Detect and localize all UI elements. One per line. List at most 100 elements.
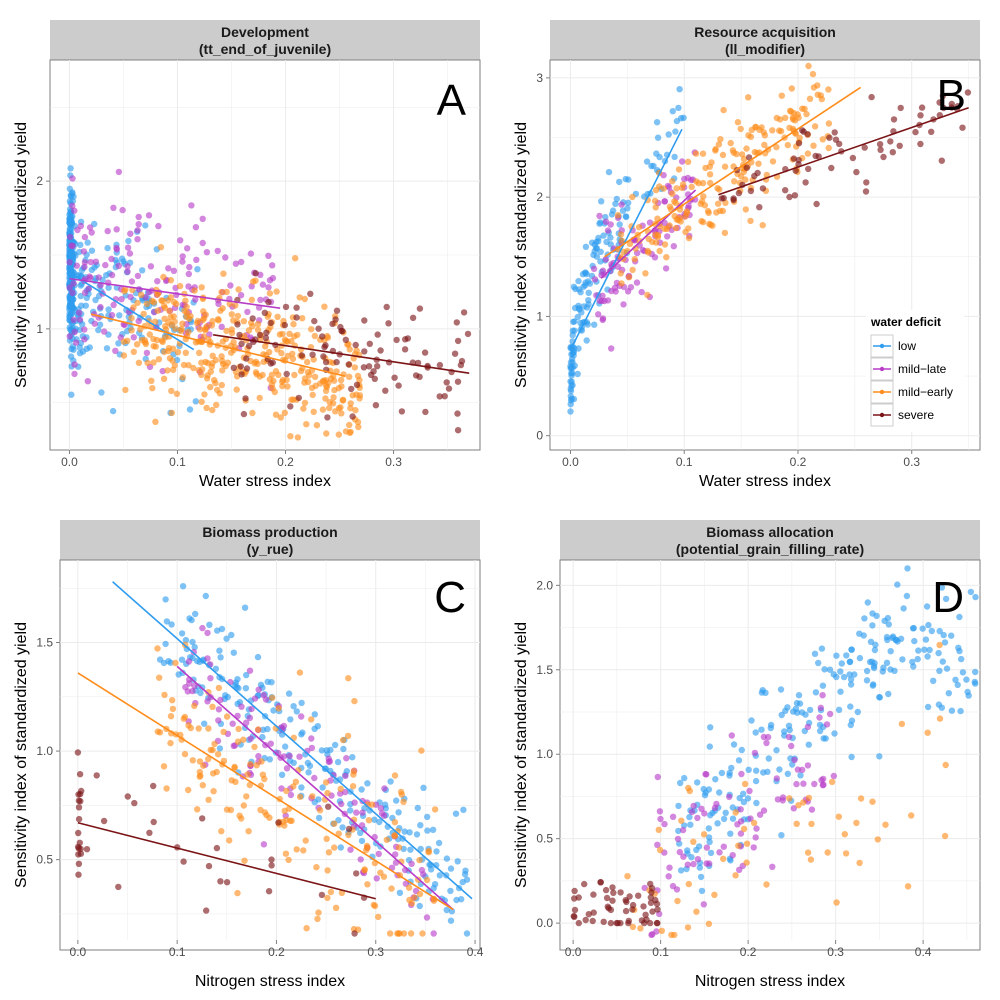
point-severe-A [311, 317, 318, 325]
point-mild-early-C [416, 890, 424, 898]
point-mild-early-D [690, 838, 697, 845]
point-mild-late-A [218, 323, 225, 330]
point-mild-early-A [167, 313, 174, 321]
point-low-D [740, 790, 747, 797]
point-mild-late-D [641, 884, 648, 892]
point-mild-early-A [228, 311, 235, 318]
point-low-D [883, 659, 891, 666]
point-mild-late-D [791, 756, 798, 764]
point-severe-A [374, 363, 381, 370]
point-severe-C [351, 930, 358, 937]
point-low-D [972, 668, 979, 676]
point-mild-early-B [773, 143, 780, 151]
point-low-B [672, 128, 679, 135]
point-mild-early-A [133, 341, 141, 348]
point-severe-A [240, 410, 248, 418]
point-low-A [103, 272, 110, 279]
point-mild-early-A [143, 300, 151, 307]
point-low-D [868, 658, 876, 665]
point-mild-early-C [287, 817, 294, 824]
point-low-C [202, 592, 209, 600]
point-mild-late-C [279, 726, 286, 733]
point-mild-late-D [720, 843, 727, 850]
point-mild-early-A [249, 409, 256, 417]
point-low-D [871, 646, 879, 654]
point-mild-late-D [737, 806, 744, 813]
point-low-D [778, 711, 785, 719]
point-low-D [942, 595, 950, 603]
point-mild-early-A [180, 361, 188, 369]
point-mild-early-A [319, 406, 327, 413]
strip-B [550, 20, 980, 60]
point-low-C [364, 780, 371, 787]
point-severe-C [75, 804, 83, 811]
point-mild-early-C [324, 789, 331, 797]
point-mild-late-D [785, 733, 793, 741]
point-low-D [786, 726, 793, 734]
point-mild-early-B [669, 190, 676, 197]
x-tick-label-B: 0.3 [903, 455, 920, 469]
point-low-A [68, 296, 75, 303]
point-mild-early-A [167, 277, 175, 284]
point-low-D [729, 804, 736, 811]
point-low-C [178, 630, 186, 637]
point-mild-late-B [646, 219, 654, 226]
y-tick-label-C: 0.5 [36, 853, 53, 867]
point-mild-late-D [711, 804, 719, 812]
point-mild-late-C [204, 629, 211, 637]
point-mild-early-B [784, 141, 791, 149]
point-severe-B [861, 144, 868, 151]
point-mild-late-A [269, 274, 277, 282]
point-mild-late-A [66, 259, 73, 266]
x-axis-label-C: Nitrogen stress index [195, 973, 345, 990]
point-severe-B [948, 100, 955, 108]
point-mild-early-C [163, 785, 170, 792]
point-severe-B [759, 185, 767, 192]
point-low-C [414, 804, 421, 812]
point-low-B [595, 238, 602, 245]
point-low-D [900, 605, 907, 612]
point-mild-late-A [70, 316, 77, 323]
x-tick-label-D: 0.2 [740, 945, 757, 959]
point-low-B [671, 153, 678, 161]
legend-label-low: low [898, 339, 916, 353]
point-low-B [612, 200, 619, 207]
point-low-C [257, 681, 265, 688]
point-low-D [919, 625, 926, 632]
point-low-D [899, 656, 906, 663]
point-mild-early-A [185, 362, 192, 369]
point-mild-early-A [122, 386, 129, 394]
point-mild-early-A [161, 315, 168, 322]
point-low-C [168, 621, 175, 628]
point-mild-early-C [160, 763, 168, 770]
point-mild-late-C [330, 772, 337, 779]
point-low-D [758, 726, 765, 733]
point-mild-late-D [804, 762, 812, 769]
point-severe-A [293, 314, 300, 321]
point-mild-late-A [71, 370, 78, 378]
point-severe-B [831, 129, 838, 136]
point-low-C [241, 604, 249, 611]
point-severe-A [243, 355, 250, 362]
point-mild-early-A [330, 377, 338, 384]
point-low-D [936, 627, 943, 635]
point-low-D [894, 581, 901, 588]
point-mild-early-D [750, 819, 758, 827]
point-low-B [585, 289, 592, 296]
point-severe-C [75, 815, 83, 823]
point-mild-early-A [124, 337, 131, 344]
point-mild-early-A [222, 362, 229, 370]
point-low-D [816, 721, 824, 729]
point-low-C [319, 784, 326, 791]
point-low-B [600, 232, 607, 239]
point-severe-B [964, 89, 972, 96]
point-mild-early-A [204, 359, 211, 367]
point-mild-late-A [112, 347, 119, 354]
point-severe-C [199, 815, 206, 822]
y-tick-label-A: 2 [36, 174, 43, 188]
point-severe-A [398, 408, 406, 415]
point-mild-late-C [381, 785, 388, 792]
point-mild-early-A [281, 409, 288, 416]
point-severe-B [791, 192, 799, 199]
point-low-C [318, 747, 326, 754]
